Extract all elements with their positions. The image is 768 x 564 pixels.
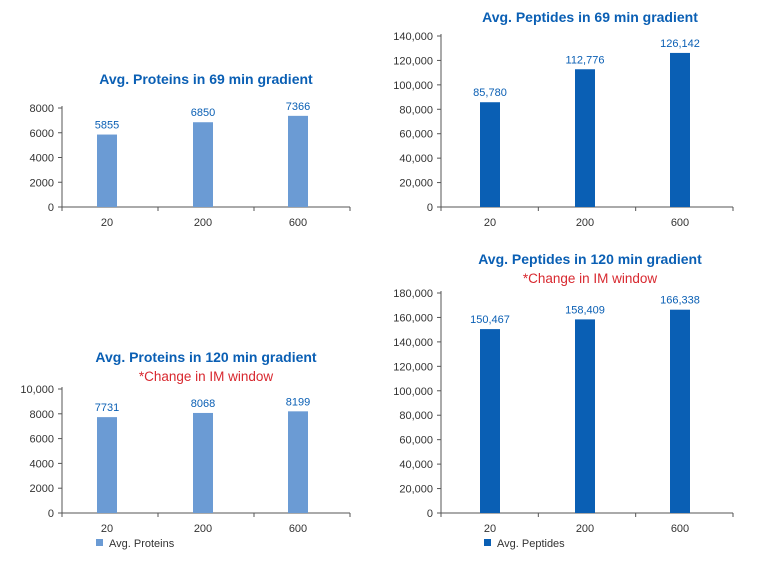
chart-subtitle: *Change in IM window	[139, 369, 274, 384]
chart-title: Avg. Proteins in 120 min gradient	[95, 349, 317, 365]
y-tick-label: 0	[427, 508, 433, 520]
bar	[97, 134, 117, 207]
x-tick-label: 200	[194, 217, 212, 229]
data-label: 8199	[286, 396, 310, 408]
y-tick-label: 120,000	[393, 361, 433, 373]
data-label: 8068	[191, 398, 215, 410]
y-tick-label: 100,000	[393, 386, 433, 398]
chart-peptides-120: Avg. Peptides in 120 min gradient *Change…	[393, 251, 734, 550]
x-tick-label: 20	[101, 523, 113, 535]
data-label: 7366	[286, 101, 310, 113]
x-tick-label: 200	[576, 523, 594, 535]
bar	[480, 102, 500, 207]
data-label: 5855	[95, 120, 119, 132]
bar	[193, 412, 213, 513]
y-tick-label: 0	[48, 202, 54, 214]
legend-label: Avg. Peptides	[497, 538, 565, 550]
chart-proteins-120: Avg. Proteins in 120 min gradient *Change…	[20, 349, 351, 550]
y-tick-label: 120,000	[393, 55, 433, 67]
bar	[288, 411, 308, 513]
x-tick-label: 600	[671, 217, 689, 229]
data-label: 126,142	[660, 38, 700, 50]
bar	[193, 122, 213, 207]
y-tick-label: 4000	[30, 458, 54, 470]
chart-proteins-69: Avg. Proteins in 69 min gradient 0 2000 400…	[30, 71, 351, 229]
y-tick-label: 2000	[30, 483, 54, 495]
data-label: 112,776	[566, 54, 605, 66]
bar	[575, 319, 595, 513]
data-label: 7731	[95, 402, 119, 414]
y-tick-label: 20,000	[399, 484, 433, 496]
chart-subtitle: *Change in IM window	[523, 271, 658, 286]
y-tick-label: 8000	[30, 103, 54, 115]
y-tick-label: 60,000	[399, 435, 433, 447]
x-tick-label: 200	[576, 217, 594, 229]
y-tick-label: 0	[48, 508, 54, 520]
legend-label: Avg. Proteins	[109, 538, 175, 550]
x-tick-label: 600	[671, 523, 689, 535]
x-tick-label: 20	[101, 217, 113, 229]
bar	[97, 417, 117, 513]
y-tick-label: 140,000	[393, 31, 433, 43]
y-tick-label: 60,000	[399, 129, 433, 141]
bar	[288, 115, 308, 207]
y-tick-label: 140,000	[393, 337, 433, 349]
x-tick-label: 600	[289, 217, 307, 229]
chart-title: Avg. Proteins in 69 min gradient	[99, 71, 313, 87]
x-tick-label: 600	[289, 523, 307, 535]
y-tick-label: 80,000	[399, 410, 433, 422]
y-tick-label: 40,000	[399, 153, 433, 165]
data-label: 166,338	[660, 295, 700, 307]
chart-peptides-69: Avg. Peptides in 69 min gradient 0 20,000 4…	[393, 9, 734, 229]
y-tick-label: 160,000	[393, 312, 433, 324]
y-tick-label: 40,000	[399, 459, 433, 471]
bar	[670, 52, 690, 207]
legend-swatch	[484, 539, 491, 546]
y-tick-label: 6000	[30, 128, 54, 140]
y-tick-label: 100,000	[393, 80, 433, 92]
y-tick-label: 20,000	[399, 178, 433, 190]
legend-swatch	[96, 539, 103, 546]
y-tick-label: 180,000	[393, 288, 433, 300]
y-tick-label: 8000	[30, 409, 54, 421]
y-tick-label: 2000	[30, 177, 54, 189]
y-tick-label: 80,000	[399, 104, 433, 116]
bar	[480, 329, 500, 513]
y-tick-label: 4000	[30, 153, 54, 165]
x-tick-label: 200	[194, 523, 212, 535]
y-tick-label: 10,000	[20, 384, 54, 396]
data-label: 6850	[191, 107, 215, 119]
data-label: 85,780	[473, 87, 507, 99]
bar	[575, 69, 595, 208]
bar	[670, 309, 690, 513]
x-tick-label: 20	[484, 523, 496, 535]
y-tick-label: 6000	[30, 434, 54, 446]
y-tick-label: 0	[427, 202, 433, 214]
x-tick-label: 20	[484, 217, 496, 229]
chart-title: Avg. Peptides in 120 min gradient	[478, 251, 702, 267]
data-label: 158,409	[565, 304, 605, 316]
chart-title: Avg. Peptides in 69 min gradient	[482, 9, 698, 25]
data-label: 150,467	[470, 314, 510, 326]
